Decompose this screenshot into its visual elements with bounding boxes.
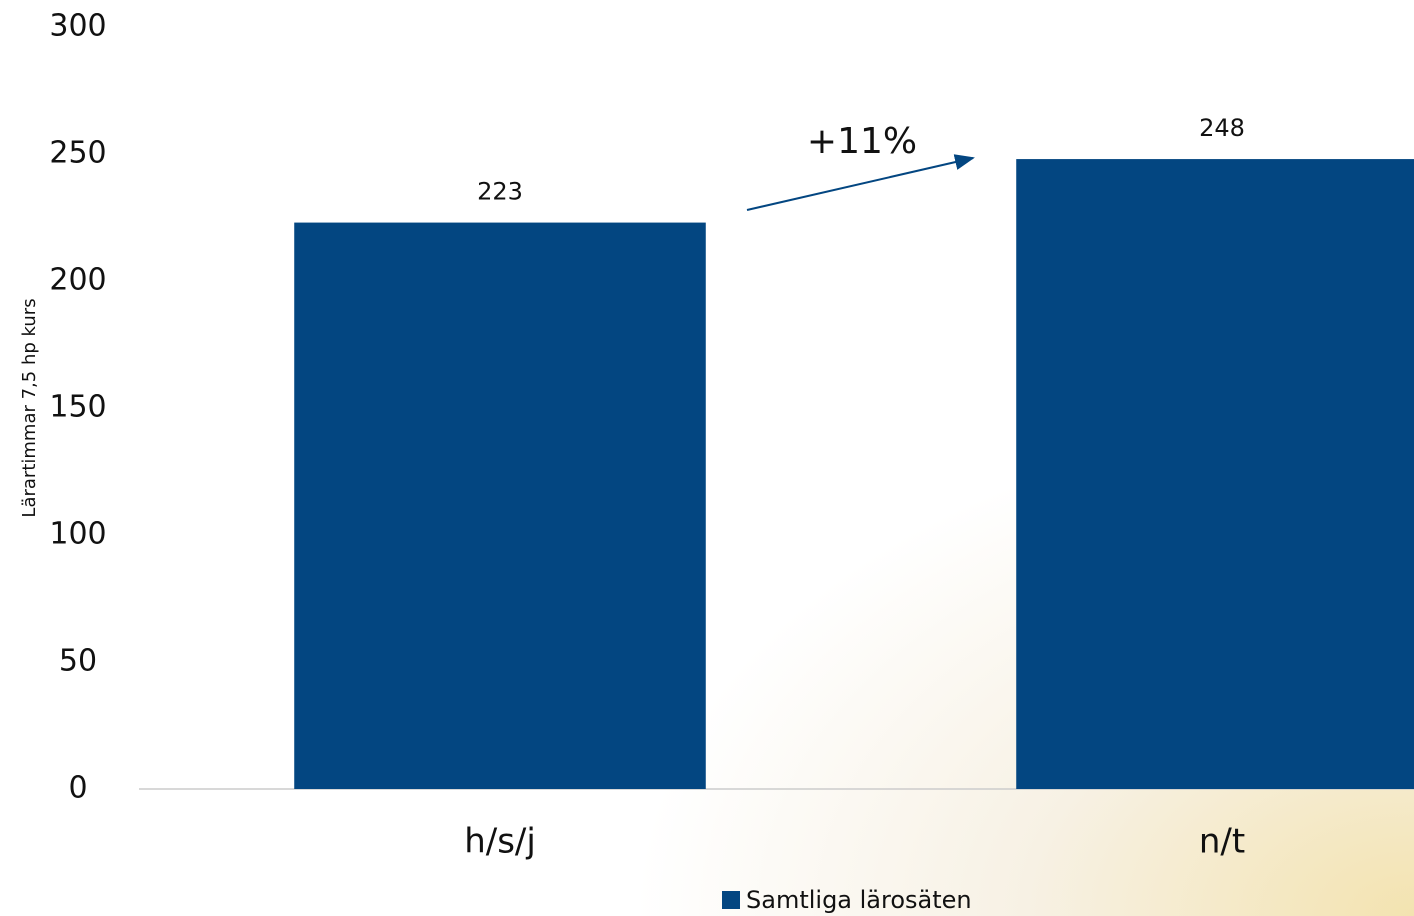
data-label: 223 bbox=[477, 178, 523, 206]
y-tick-label: 150 bbox=[49, 390, 106, 425]
data-label: 248 bbox=[1199, 114, 1245, 142]
y-tick-label: 0 bbox=[68, 771, 87, 806]
bar bbox=[1016, 159, 1414, 789]
annotation-arrow bbox=[746, 154, 975, 211]
y-axis-label: Lärartimmar 7,5 hp kurs bbox=[19, 298, 40, 517]
bar bbox=[294, 222, 706, 789]
x-tick-label: h/s/j bbox=[464, 822, 536, 862]
y-tick-label: 250 bbox=[49, 136, 106, 171]
y-tick-label: 300 bbox=[49, 9, 106, 44]
x-tick-label: n/t bbox=[1199, 822, 1245, 862]
legend-label: Samtliga lärosäten bbox=[746, 886, 972, 914]
legend-swatch bbox=[722, 891, 740, 909]
y-tick-label: 50 bbox=[59, 644, 97, 679]
y-tick-label: 100 bbox=[49, 517, 106, 552]
y-tick-label: 200 bbox=[49, 263, 106, 298]
annotation: +11% bbox=[807, 121, 917, 162]
